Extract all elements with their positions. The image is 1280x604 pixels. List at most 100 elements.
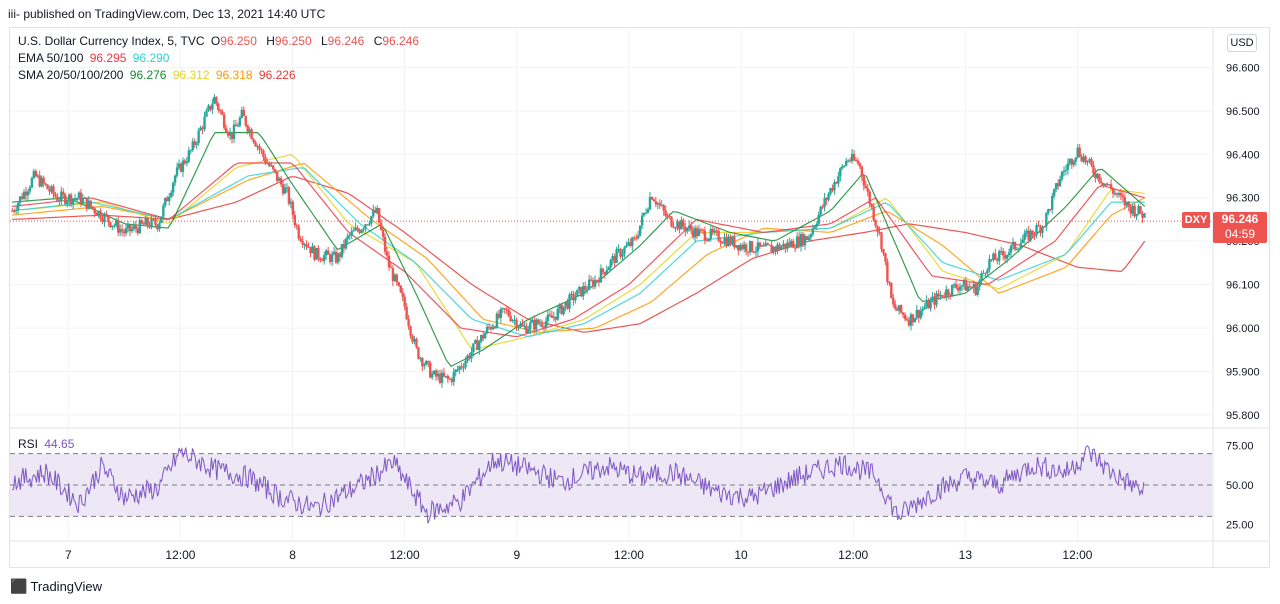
candle-down bbox=[95, 212, 98, 216]
candle-down bbox=[254, 142, 257, 147]
candle-down bbox=[395, 274, 399, 283]
candle-up bbox=[97, 210, 100, 216]
candle-up bbox=[527, 329, 530, 334]
candle-up bbox=[336, 253, 340, 263]
candle-down bbox=[79, 192, 83, 204]
candle-up bbox=[841, 166, 844, 169]
candle-up bbox=[844, 160, 848, 166]
candle-up bbox=[558, 304, 561, 309]
candle-down bbox=[974, 283, 977, 295]
candle-down bbox=[1003, 255, 1007, 259]
close-label: C bbox=[373, 34, 383, 48]
candle-down bbox=[927, 300, 930, 309]
candle-down bbox=[550, 315, 554, 318]
candle-down bbox=[387, 255, 391, 268]
candle-up bbox=[807, 237, 811, 240]
candle-down bbox=[752, 251, 756, 253]
candle-up bbox=[311, 246, 314, 254]
candle-down bbox=[1090, 159, 1093, 166]
candle-up bbox=[26, 191, 30, 196]
candle-up bbox=[735, 245, 738, 248]
candle-up bbox=[111, 225, 114, 228]
candle-up bbox=[419, 358, 422, 360]
symbol-tag: DXY bbox=[1182, 212, 1210, 228]
rsi-legend: RSI 44.65 bbox=[18, 437, 77, 451]
candle-up bbox=[372, 209, 375, 217]
candle-down bbox=[448, 378, 452, 380]
candle-up bbox=[1058, 179, 1062, 187]
candle-up bbox=[978, 280, 981, 287]
candle-down bbox=[793, 247, 797, 249]
candle-up bbox=[615, 249, 618, 263]
candle-up bbox=[523, 325, 526, 327]
candle-down bbox=[801, 234, 805, 246]
sma-200-value: 96.226 bbox=[258, 68, 296, 82]
candle-down bbox=[468, 355, 471, 359]
candle-down bbox=[317, 247, 320, 259]
candle-up bbox=[370, 216, 373, 224]
symbol-legend: U.S. Dollar Currency Index, 5, TVC O96.2… bbox=[18, 34, 425, 48]
candle-down bbox=[1105, 183, 1109, 185]
candle-down bbox=[797, 236, 801, 247]
candle-down bbox=[821, 206, 824, 208]
candle-up bbox=[168, 196, 171, 202]
candle-down bbox=[968, 286, 972, 288]
candle-down bbox=[1139, 206, 1142, 214]
time-tick-label: 8 bbox=[289, 548, 296, 562]
candle-down bbox=[901, 312, 905, 315]
tradingview-brand[interactable]: ⬛ TradingView bbox=[10, 578, 102, 595]
candle-up bbox=[605, 270, 608, 275]
candle-down bbox=[52, 186, 55, 195]
candle-down bbox=[334, 251, 338, 263]
candle-up bbox=[83, 197, 87, 199]
candle-up bbox=[160, 216, 163, 224]
candle-up bbox=[181, 160, 185, 172]
candle-up bbox=[568, 294, 571, 309]
candle-down bbox=[762, 245, 765, 247]
candle-down bbox=[273, 169, 277, 172]
candle-down bbox=[536, 319, 540, 324]
candle-down bbox=[1121, 195, 1125, 198]
candle-up bbox=[285, 187, 289, 189]
candle-down bbox=[405, 306, 408, 320]
candle-down bbox=[884, 253, 887, 262]
candle-up bbox=[18, 196, 22, 203]
time-tick-label: 12:00 bbox=[1062, 548, 1092, 562]
candle-up bbox=[60, 191, 63, 201]
candle-down bbox=[156, 224, 159, 230]
candle-up bbox=[40, 177, 43, 187]
candle-up bbox=[362, 228, 365, 230]
candle-down bbox=[572, 293, 575, 301]
candle-down bbox=[93, 208, 96, 213]
candle-up bbox=[16, 202, 20, 211]
currency-unit-button[interactable]: USD bbox=[1227, 34, 1257, 52]
candle-up bbox=[354, 227, 357, 231]
candle-down bbox=[941, 294, 944, 297]
candle-up bbox=[925, 300, 928, 308]
candle-down bbox=[629, 242, 632, 246]
candle-down bbox=[990, 259, 993, 261]
candle-up bbox=[623, 247, 626, 254]
candle-up bbox=[1072, 161, 1076, 165]
candle-down bbox=[896, 308, 899, 311]
candle-up bbox=[578, 286, 581, 290]
candle-down bbox=[1141, 213, 1144, 218]
sma-200-line bbox=[12, 176, 1146, 333]
chart-frame[interactable] bbox=[9, 27, 1270, 568]
candle-down bbox=[635, 237, 638, 239]
candle-down bbox=[295, 225, 298, 227]
candle-down bbox=[691, 230, 695, 238]
candle-down bbox=[226, 132, 230, 136]
candle-down bbox=[737, 245, 740, 251]
candle-up bbox=[348, 235, 351, 237]
candle-up bbox=[1021, 239, 1024, 244]
candle-up bbox=[780, 246, 783, 250]
candle-down bbox=[389, 267, 393, 269]
candle-up bbox=[207, 105, 210, 111]
candle-up bbox=[680, 219, 683, 230]
candle-up bbox=[432, 370, 436, 374]
candle-down bbox=[654, 201, 658, 205]
candle-up bbox=[813, 226, 816, 229]
candle-down bbox=[774, 246, 777, 251]
